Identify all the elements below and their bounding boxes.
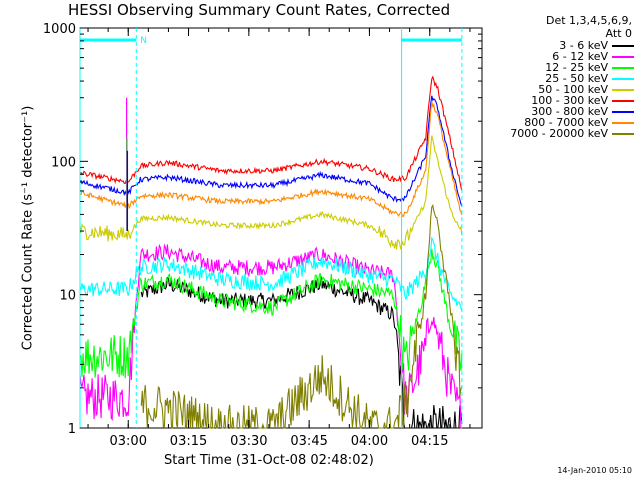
x-tick-label-5: 04:15 bbox=[411, 434, 448, 449]
y-tick-label-3: 1000 bbox=[43, 22, 76, 37]
y-tick-label-1: 10 bbox=[59, 289, 76, 304]
legend-swatch bbox=[612, 56, 634, 58]
series-line-25-50kev bbox=[79, 236, 463, 312]
x-tick-label-3: 03:45 bbox=[290, 434, 327, 449]
legend-swatch bbox=[612, 133, 634, 135]
x-tick-label-2: 03:30 bbox=[230, 434, 267, 449]
x-tick-label-0: 03:00 bbox=[110, 434, 147, 449]
legend-entry: 100 - 300 keV bbox=[478, 95, 638, 106]
legend-entry: 25 - 50 keV bbox=[478, 73, 638, 84]
series-line-50-100kev bbox=[79, 135, 463, 250]
legend-entry: 800 - 7000 keV bbox=[478, 117, 638, 128]
series-line-7000-20000kev bbox=[140, 204, 463, 430]
y-tick-label-0: 1 bbox=[68, 422, 76, 437]
legend-entry: 12 - 25 keV bbox=[478, 62, 638, 73]
series-line-300-800kev bbox=[79, 95, 463, 207]
legend-swatch bbox=[612, 67, 634, 69]
legend-swatch bbox=[612, 122, 634, 124]
legend-entry: 6 - 12 keV bbox=[478, 51, 638, 62]
legend-entry-label: 12 - 25 keV bbox=[545, 61, 608, 74]
timestamp: 14-Jan-2010 05:10 bbox=[557, 466, 632, 475]
series-line-100-300kev bbox=[79, 75, 463, 191]
legend-header: Det 1,3,4,5,6,9, Att 0 bbox=[478, 14, 638, 40]
legend-swatch bbox=[612, 45, 634, 47]
legend-entry: 50 - 100 keV bbox=[478, 84, 638, 95]
x-axis-label: Start Time (31-Oct-08 02:48:02) bbox=[164, 453, 374, 468]
legend-rows: 3 - 6 keV 6 - 12 keV 12 - 25 keV 25 - 50 ke… bbox=[478, 40, 638, 139]
legend-entry: 300 - 800 keV bbox=[478, 106, 638, 117]
legend-entry-label: 100 - 300 keV bbox=[531, 94, 608, 107]
legend: Det 1,3,4,5,6,9, Att 0 3 - 6 keV 6 - 12 k… bbox=[478, 14, 638, 139]
y-tick-label-2: 100 bbox=[51, 155, 76, 170]
x-tick-label-1: 03:15 bbox=[170, 434, 207, 449]
chart-title: HESSI Observing Summary Count Rates, Cor… bbox=[68, 1, 451, 19]
legend-swatch bbox=[612, 89, 634, 91]
series-line-12-25kev bbox=[79, 248, 463, 379]
legend-entry-label: 6 - 12 keV bbox=[552, 50, 608, 63]
legend-swatch bbox=[612, 78, 634, 80]
legend-entry-label: 300 - 800 keV bbox=[531, 105, 608, 118]
plot-frame bbox=[79, 27, 483, 429]
saa-marker-label: N bbox=[140, 36, 147, 46]
legend-swatch bbox=[612, 111, 634, 113]
legend-entry: 3 - 6 keV bbox=[478, 40, 638, 51]
legend-swatch bbox=[612, 100, 634, 102]
legend-entry-label: 800 - 7000 keV bbox=[524, 116, 608, 129]
legend-entry-label: 3 - 6 keV bbox=[559, 39, 608, 52]
legend-entry: 7000 - 20000 keV bbox=[478, 128, 638, 139]
y-axis-label: Corrected Count Rate (s⁻¹ detector⁻¹) bbox=[20, 105, 36, 351]
legend-attenuator: Att 0 bbox=[605, 27, 632, 40]
legend-detectors: Det 1,3,4,5,6,9, bbox=[545, 14, 632, 27]
x-tick-label-4: 04:00 bbox=[351, 434, 388, 449]
series-line-800-7000kev bbox=[79, 101, 463, 217]
legend-entry-label: 25 - 50 keV bbox=[545, 72, 608, 85]
series-line-3-6kev bbox=[140, 276, 463, 430]
legend-entry-label: 50 - 100 keV bbox=[538, 83, 608, 96]
legend-entry-label: 7000 - 20000 keV bbox=[510, 127, 608, 140]
